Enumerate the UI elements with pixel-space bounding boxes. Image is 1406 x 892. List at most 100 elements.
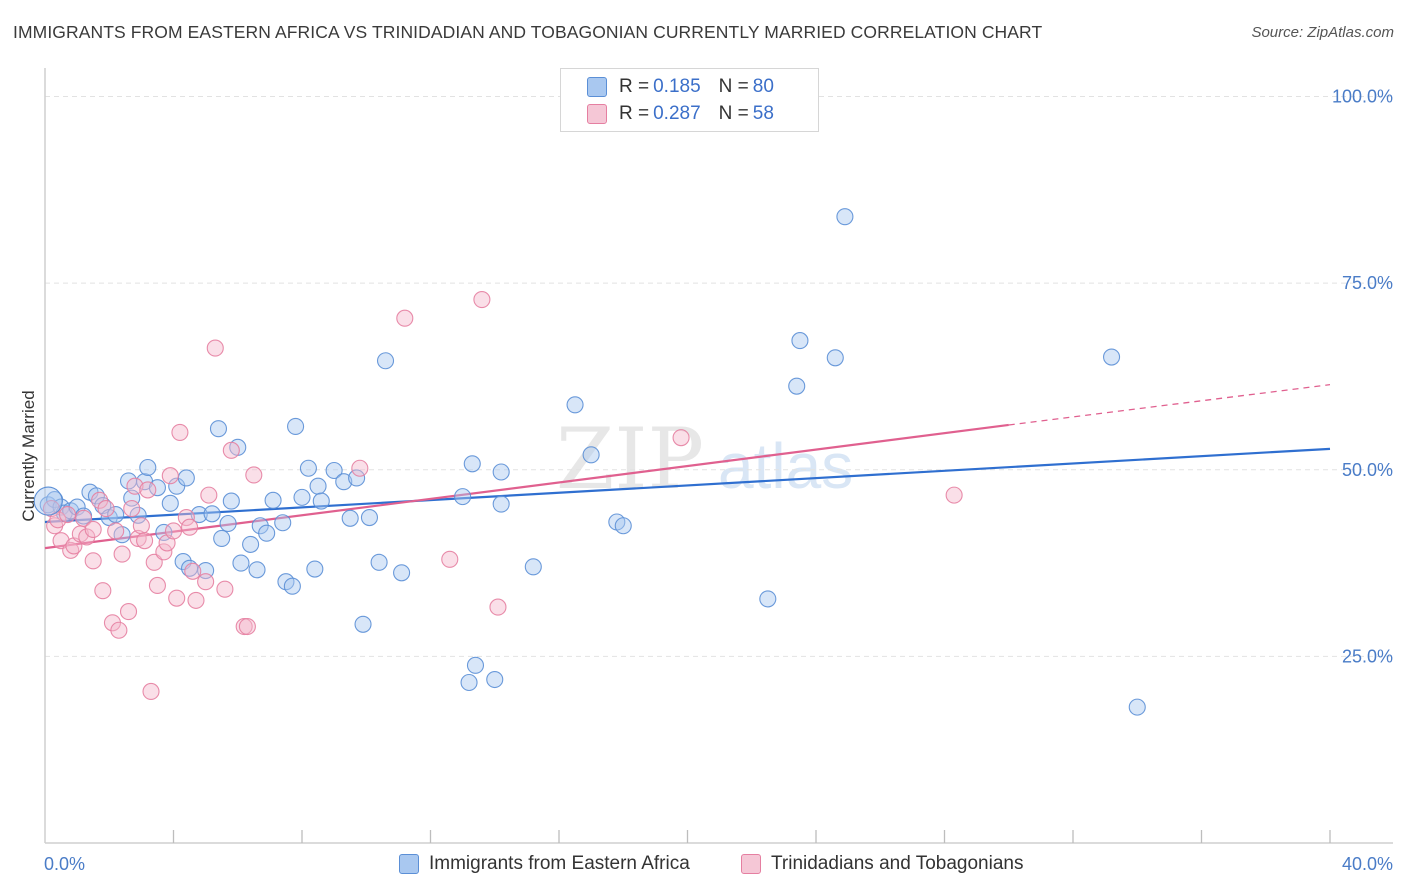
legend-r-value: 0.287 <box>653 103 701 124</box>
point-eastern-africa <box>788 377 806 395</box>
point-eastern-africa <box>219 514 237 533</box>
watermark: ZIP atlas <box>556 410 853 508</box>
legend-n-value: 80 <box>752 76 774 97</box>
point-eastern-africa-large <box>33 486 63 516</box>
point-eastern-africa <box>376 352 395 370</box>
point-trinidadian <box>129 529 147 547</box>
point-eastern-africa <box>309 477 327 495</box>
point-eastern-africa <box>335 473 353 491</box>
point-trinidadian <box>187 591 205 609</box>
bottom-legend-eastern-africa: Immigrants from Eastern Africa <box>399 852 690 876</box>
legend-row-trinidadian: R = 0.287 N = 58 <box>587 102 774 126</box>
point-trinidadian <box>123 500 141 518</box>
gridlines <box>45 96 1393 657</box>
point-trinidadian <box>945 486 963 504</box>
trend-line-trinidadian-extension <box>1008 384 1331 426</box>
point-trinidadian <box>161 467 179 485</box>
bottom-legend-swatch-pink <box>741 854 761 874</box>
point-trinidadian <box>142 682 160 701</box>
y-axis-label: Currently Married <box>19 390 38 521</box>
point-eastern-africa <box>306 560 324 578</box>
point-eastern-africa <box>242 535 260 553</box>
trend-line-trinidadian <box>44 423 1009 550</box>
point-trinidadian <box>126 477 144 495</box>
point-eastern-africa <box>213 529 231 547</box>
y-tick-label: 100.0% <box>1332 87 1393 107</box>
point-eastern-africa <box>486 670 504 689</box>
point-trinidadian <box>107 522 125 540</box>
point-eastern-africa <box>524 558 542 576</box>
watermark-text: ZIP <box>556 410 704 508</box>
point-eastern-africa <box>826 349 844 367</box>
trend-lines <box>44 384 1331 550</box>
point-trinidadian <box>84 552 102 570</box>
point-eastern-africa <box>248 561 266 579</box>
point-trinidadian <box>489 598 507 616</box>
point-eastern-africa <box>258 524 276 542</box>
point-eastern-africa <box>463 455 481 473</box>
point-eastern-africa <box>209 420 228 438</box>
y-tick-label: 25.0% <box>1342 646 1393 666</box>
point-trinidadian <box>396 309 414 327</box>
point-eastern-africa <box>791 332 809 350</box>
point-trinidadian <box>164 522 183 540</box>
point-trinidadian <box>113 545 131 563</box>
point-eastern-africa <box>287 417 305 436</box>
point-eastern-africa <box>492 463 510 481</box>
point-trinidadian <box>84 520 102 539</box>
point-trinidadian <box>58 505 77 524</box>
point-trinidadian <box>222 441 240 459</box>
x-tick-label: 40.0% <box>1342 854 1393 874</box>
point-eastern-africa <box>582 446 600 464</box>
point-eastern-africa <box>222 492 240 510</box>
point-trinidadian <box>181 518 199 536</box>
point-eastern-africa <box>348 469 366 487</box>
point-eastern-africa <box>1103 348 1121 366</box>
y-tick-label: 50.0% <box>1342 460 1393 480</box>
y-tick-label: 75.0% <box>1342 273 1393 293</box>
data-points <box>33 208 1146 716</box>
point-trinidadian <box>171 423 189 441</box>
point-eastern-africa <box>312 492 330 510</box>
point-trinidadian <box>97 500 115 518</box>
point-eastern-africa <box>299 459 317 477</box>
legend-r-value: 0.185 <box>653 76 701 97</box>
chart-title: IMMIGRANTS FROM EASTERN AFRICA VS TRINID… <box>13 22 1043 42</box>
point-eastern-africa <box>393 564 411 582</box>
bottom-legend-swatch-blue <box>399 854 419 874</box>
legend-n-value: 58 <box>752 103 774 124</box>
point-eastern-africa <box>836 208 854 226</box>
bottom-legend-label: Immigrants from Eastern Africa <box>429 853 690 874</box>
point-trinidadian <box>94 582 112 600</box>
point-eastern-africa <box>566 396 584 414</box>
point-trinidadian <box>168 589 186 607</box>
trend-line-eastern-africa <box>44 447 1331 524</box>
point-eastern-africa <box>283 577 301 595</box>
point-trinidadian <box>145 553 163 571</box>
point-eastern-africa <box>1128 698 1146 716</box>
point-trinidadian <box>136 532 154 550</box>
point-trinidadian <box>155 543 173 561</box>
point-eastern-africa <box>274 514 292 532</box>
point-trinidadian <box>132 517 150 535</box>
point-eastern-africa <box>370 553 388 571</box>
legend-swatch-blue <box>587 77 607 97</box>
point-eastern-africa <box>614 517 632 535</box>
legend-swatch-pink <box>587 104 607 124</box>
axes <box>44 68 1393 844</box>
legend-r-label: R = <box>619 76 650 97</box>
point-eastern-africa <box>354 615 372 633</box>
stats-legend: R = 0.185 N = 80 R = 0.287 N = 58 <box>560 68 819 132</box>
point-eastern-africa <box>139 458 157 477</box>
point-eastern-africa <box>161 494 179 512</box>
point-trinidadian <box>200 486 218 504</box>
point-eastern-africa <box>232 554 250 572</box>
legend-r-label: R = <box>619 103 650 124</box>
point-trinidadian <box>148 576 166 595</box>
point-eastern-africa <box>264 491 282 509</box>
point-trinidadian <box>206 339 224 357</box>
legend-row-eastern-africa: R = 0.185 N = 80 <box>587 75 774 99</box>
x-tick-label: 0.0% <box>44 854 85 874</box>
point-trinidadian <box>177 508 195 527</box>
